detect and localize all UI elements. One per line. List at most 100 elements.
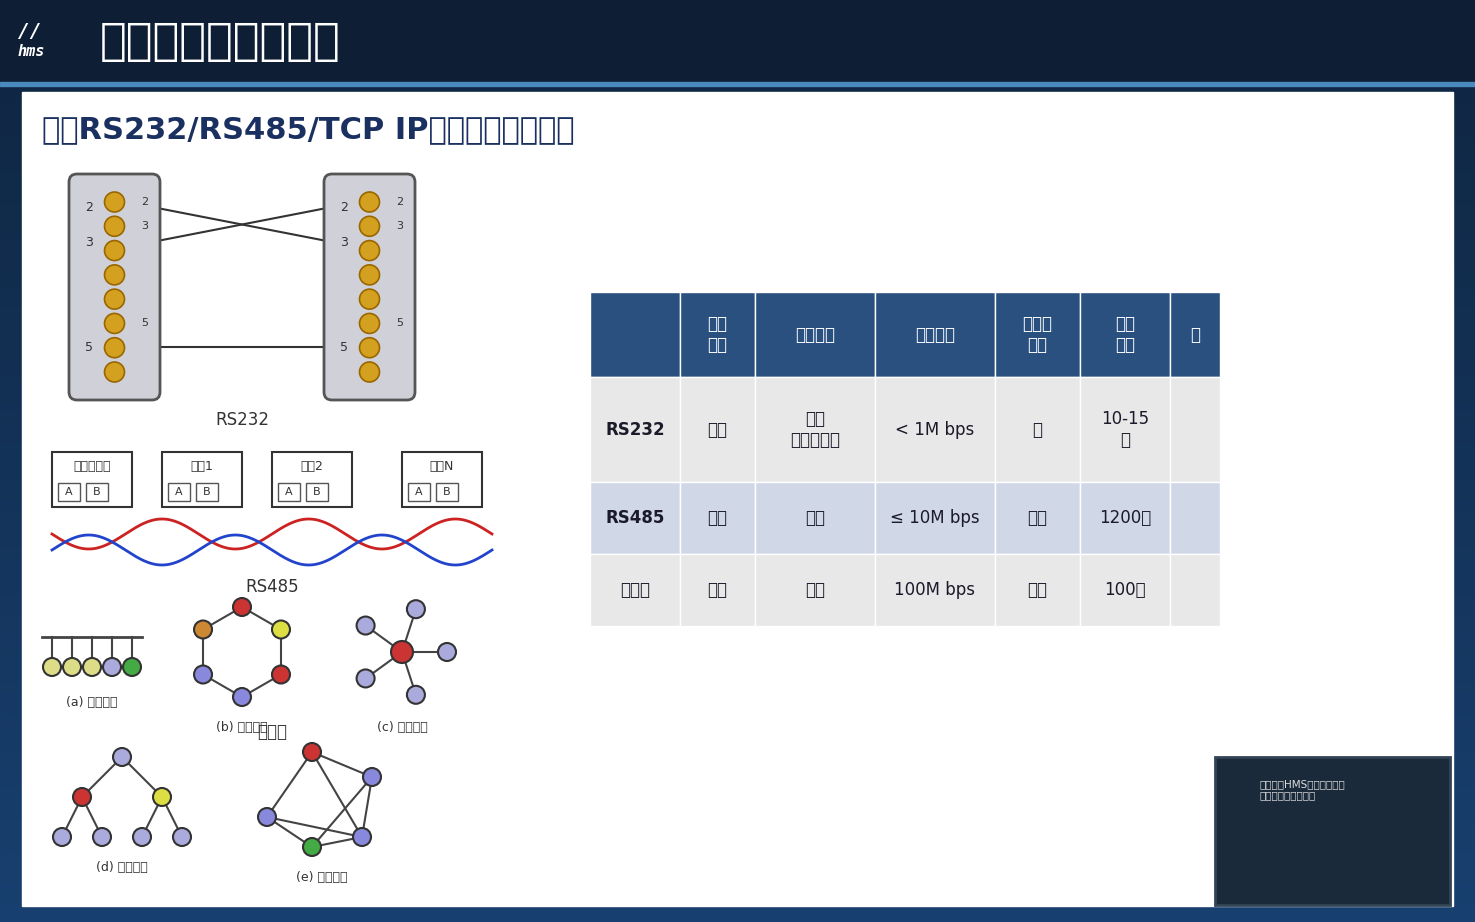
Bar (1170, 292, 1220, 377)
Bar (0, 427, 1475, 428)
Bar (0, 244, 1475, 245)
Bar (0, 823, 1475, 824)
Bar (0, 872, 1475, 873)
Circle shape (271, 621, 291, 639)
Bar (0, 563, 1475, 564)
Bar (0, 372, 1475, 373)
Bar (0, 740, 1475, 741)
Bar (0, 48, 1475, 49)
Bar (0, 787, 1475, 788)
Bar (996, 377, 1080, 482)
Circle shape (173, 828, 190, 846)
Bar (0, 382, 1475, 383)
Bar (1170, 482, 1220, 554)
Bar (0, 889, 1475, 890)
Bar (0, 188, 1475, 189)
Bar (0, 74, 1475, 75)
Bar (0, 86, 1475, 87)
Bar (0, 680, 1475, 681)
Bar (0, 428, 1475, 429)
Bar (0, 0, 1475, 1)
Bar (0, 814, 1475, 815)
Bar (0, 285, 1475, 286)
Bar (0, 796, 1475, 797)
Bar (0, 4, 1475, 5)
Bar (0, 82, 1475, 83)
Bar (0, 443, 1475, 444)
Bar (0, 157, 1475, 158)
Bar (0, 292, 1475, 293)
Bar (0, 408, 1475, 409)
Bar (0, 99, 1475, 100)
Bar (0, 805, 1475, 806)
Bar (0, 376, 1475, 377)
Bar (996, 482, 1080, 554)
Bar (0, 169, 1475, 170)
Bar (0, 71, 1475, 72)
Bar (0, 806, 1475, 807)
Bar (0, 444, 1475, 445)
Bar (0, 390, 1475, 391)
Bar (0, 729, 1475, 730)
Bar (680, 482, 755, 554)
Bar (0, 34, 1475, 35)
Bar (0, 621, 1475, 622)
Circle shape (357, 617, 375, 634)
Bar (0, 785, 1475, 786)
Bar (0, 508, 1475, 509)
Bar (0, 531, 1475, 532)
Bar (0, 905, 1475, 906)
Bar (0, 918, 1475, 919)
Bar (0, 623, 1475, 624)
Bar (0, 759, 1475, 760)
Bar (0, 471, 1475, 472)
Circle shape (72, 788, 91, 806)
Bar (0, 246, 1475, 247)
Bar (0, 222, 1475, 223)
Bar (0, 522, 1475, 523)
Bar (0, 70, 1475, 71)
Bar (0, 776, 1475, 777)
Text: 双向: 双向 (805, 581, 825, 599)
Bar (0, 77, 1475, 78)
Bar (0, 706, 1475, 707)
Bar (0, 538, 1475, 539)
Bar (0, 725, 1475, 726)
Bar (1080, 377, 1170, 482)
Bar (0, 786, 1475, 787)
Bar (0, 245, 1475, 246)
Bar (0, 873, 1475, 874)
Bar (0, 546, 1475, 547)
Bar (0, 215, 1475, 216)
Bar (0, 50, 1475, 51)
Text: B: B (313, 487, 322, 497)
Bar (0, 596, 1475, 597)
Bar (0, 189, 1475, 190)
Bar (0, 860, 1475, 861)
Bar (0, 12, 1475, 13)
Text: A: A (285, 487, 294, 497)
Bar (0, 809, 1475, 810)
Bar (0, 57, 1475, 58)
Bar (0, 304, 1475, 305)
Bar (0, 903, 1475, 904)
Bar (0, 598, 1475, 599)
Bar (0, 817, 1475, 818)
Bar (0, 430, 1475, 431)
Bar (0, 434, 1475, 435)
Bar (0, 300, 1475, 301)
Bar (0, 464, 1475, 465)
Bar (0, 161, 1475, 162)
Bar (0, 488, 1475, 489)
Bar (0, 348, 1475, 349)
Bar (0, 88, 1475, 89)
Bar (0, 688, 1475, 689)
Text: 1200米: 1200米 (1099, 509, 1150, 527)
Bar (0, 197, 1475, 198)
Bar (0, 625, 1475, 626)
Bar (0, 420, 1475, 421)
Bar (0, 105, 1475, 106)
Text: ≤ 10M bps: ≤ 10M bps (891, 509, 979, 527)
Bar (0, 179, 1475, 180)
Bar (0, 565, 1475, 566)
